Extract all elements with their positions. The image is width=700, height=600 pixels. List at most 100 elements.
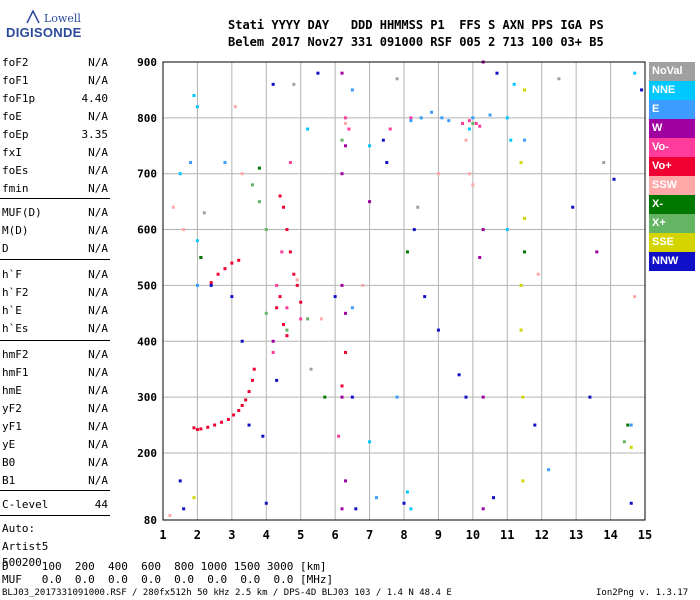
param-name: h`F: [2, 268, 22, 281]
point-ssw: [171, 205, 175, 209]
point-nnw: [209, 283, 213, 287]
point-nne: [505, 228, 509, 232]
point-e: [350, 88, 354, 92]
header-labels: Stati YYYY DAY DDD HHMMSS P1 FFS S AXN P…: [228, 18, 604, 32]
param-row: M(D) N/A: [2, 224, 108, 242]
param-value: N/A: [88, 304, 108, 317]
point-vo-: [230, 261, 234, 265]
param-name: B0: [2, 456, 16, 469]
param-name: h`F2: [2, 286, 29, 299]
point-vo-: [467, 119, 471, 123]
point-nnw: [571, 205, 575, 209]
param-value: N/A: [88, 224, 108, 237]
point-vo-: [275, 306, 279, 310]
point-vo-: [280, 250, 284, 254]
param-row: B0 N/A: [2, 456, 108, 474]
x-tick-label: 14: [603, 528, 617, 542]
divider: [0, 515, 110, 516]
point-nne: [195, 105, 199, 109]
point-nnw: [247, 423, 251, 427]
dmuf-row-distance: D 100 200 400 600 800 1000 1500 3000 [km…: [2, 560, 327, 573]
point-x-: [199, 255, 203, 259]
param-row: h`Es N/A: [2, 322, 108, 340]
divider: [0, 340, 110, 341]
point-w: [481, 507, 485, 511]
param-value: N/A: [88, 366, 108, 379]
x-tick-label: 9: [435, 528, 442, 542]
point-vo-: [252, 367, 256, 371]
y-tick-label: 500: [137, 279, 157, 292]
point-vo-: [288, 161, 292, 165]
legend-item-vo-minus: Vo-: [649, 138, 695, 157]
legend-item-noval: NoVal: [649, 62, 695, 81]
point-noval: [416, 205, 420, 209]
footer-version: Ion2Png v. 1.3.17: [596, 588, 689, 598]
x-tick-label: 15: [638, 528, 652, 542]
legend-item-nne: NNE: [649, 81, 695, 100]
y-tick-label: 200: [137, 447, 157, 460]
param-name: foF2: [2, 56, 29, 69]
point-w: [340, 172, 344, 176]
point-vo-: [247, 390, 251, 394]
param-value: N/A: [88, 420, 108, 433]
point-vo-: [240, 404, 244, 407]
point-x-: [257, 166, 261, 170]
point-vo-: [237, 409, 241, 413]
point-e: [447, 119, 451, 123]
point-vo-: [347, 127, 351, 131]
point-nne: [409, 507, 413, 511]
point-w: [271, 339, 275, 343]
param-name: fxI: [2, 146, 22, 159]
x-tick-label: 13: [569, 528, 583, 542]
point-vo-: [388, 127, 392, 131]
point-sse: [521, 395, 525, 399]
point-e: [523, 138, 526, 142]
param-value: N/A: [88, 74, 108, 87]
point-nnw: [264, 501, 268, 505]
param-name: hmF1: [2, 366, 29, 379]
point-nne: [509, 138, 513, 142]
param-value: N/A: [88, 322, 108, 335]
point-vo-: [282, 323, 285, 327]
grid: [162, 61, 646, 521]
point-w: [340, 507, 344, 511]
point-vo-: [192, 426, 196, 430]
point-nne: [192, 94, 196, 98]
auto-code: 500200: [2, 556, 42, 569]
point-nnw: [381, 138, 385, 142]
point-w: [340, 283, 344, 287]
point-vo-: [474, 121, 478, 125]
point-vo-: [343, 350, 347, 354]
param-name: fmin: [2, 182, 29, 195]
point-ssw: [295, 278, 299, 282]
point-e: [547, 468, 551, 472]
point-nnw: [230, 295, 234, 299]
point-vo-: [299, 317, 303, 321]
point-nnw: [316, 71, 320, 75]
point-vo-: [461, 121, 465, 125]
point-nnw: [492, 496, 496, 500]
legend-item-sse: SSE: [649, 233, 695, 252]
point-vo-: [226, 417, 230, 421]
point-nne: [306, 127, 310, 131]
param-value: N/A: [88, 456, 108, 469]
point-w: [595, 250, 599, 254]
point-vo-: [292, 272, 296, 276]
point-vo-: [232, 413, 236, 417]
point-x-: [323, 395, 327, 399]
y-tick-label: 600: [137, 224, 157, 237]
point-ssw: [436, 172, 440, 176]
point-vo-: [285, 334, 289, 338]
point-w: [343, 311, 347, 315]
point-sse: [521, 479, 525, 483]
point-e: [471, 116, 475, 120]
param-name: foE: [2, 110, 22, 123]
point-vo-: [199, 427, 203, 431]
point-w: [340, 71, 344, 75]
param-value: N/A: [88, 146, 108, 159]
point-noval: [557, 77, 561, 81]
point-nne: [467, 127, 471, 131]
point-e: [195, 283, 199, 287]
param-value: N/A: [88, 286, 108, 299]
point-x-: [340, 138, 344, 142]
